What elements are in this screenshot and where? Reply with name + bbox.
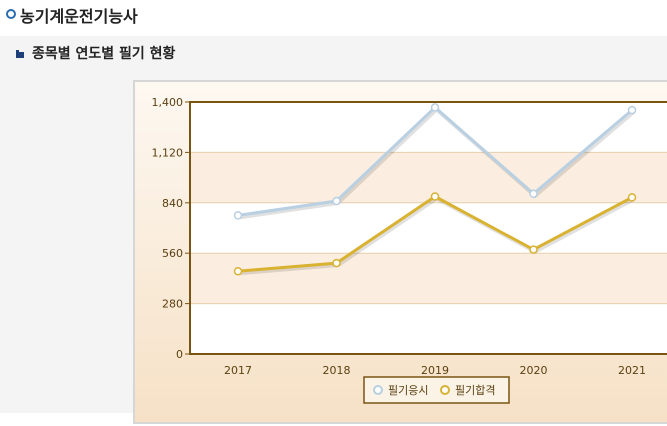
x-tick-label: 2018 [323, 364, 351, 377]
x-tick-label: 2020 [520, 364, 548, 377]
data-point[interactable] [233, 266, 243, 276]
x-tick-label: 2019 [421, 364, 449, 377]
data-point[interactable] [627, 193, 637, 202]
data-point[interactable] [529, 189, 538, 199]
x-tick-label: 2021 [618, 364, 646, 377]
legend-label-series2: 필기합격 [455, 384, 495, 397]
data-point[interactable] [332, 196, 341, 206]
square-bullet-icon [16, 48, 25, 58]
y-tick-label: 0 [176, 348, 183, 361]
plot-area [189, 101, 667, 355]
data-point[interactable] [430, 192, 440, 201]
data-point[interactable] [332, 258, 341, 268]
legend-label-series1: 필기응시 [388, 384, 428, 397]
page-title: 농기계운전기능사 [20, 7, 138, 26]
y-tick-label: 280 [162, 298, 183, 311]
y-tick-label: 840 [162, 197, 183, 210]
data-point[interactable] [233, 211, 243, 220]
legend-marker-series2 [440, 385, 450, 395]
y-tick-label: 1,400 [152, 96, 184, 109]
section-title: 종목별 연도별 필기 현황 [32, 46, 176, 62]
data-point[interactable] [627, 105, 637, 115]
y-tick-label: 560 [162, 247, 183, 260]
data-point[interactable] [430, 103, 440, 112]
plot-band [190, 202, 667, 254]
plot-band [190, 102, 667, 153]
legend-marker-series1 [373, 385, 383, 395]
circle-bullet-icon [6, 9, 16, 19]
y-tick-label: 1,120 [152, 146, 184, 159]
page-header: 농기계운전기능사 [0, 0, 667, 37]
x-tick-label: 2017 [224, 364, 252, 377]
plot-band [190, 152, 667, 203]
data-point[interactable] [529, 245, 538, 254]
plot-band [190, 253, 667, 304]
plot-band [190, 303, 667, 354]
chart-container: 0 280 560 840 1,120 1,400 2017 2018 2019 2020 202… [133, 80, 667, 424]
line-chart: 0 280 560 840 1,120 1,400 2017 2018 2019 2020 202… [135, 82, 667, 422]
legend: 필기응시 필기합격 [363, 376, 510, 404]
